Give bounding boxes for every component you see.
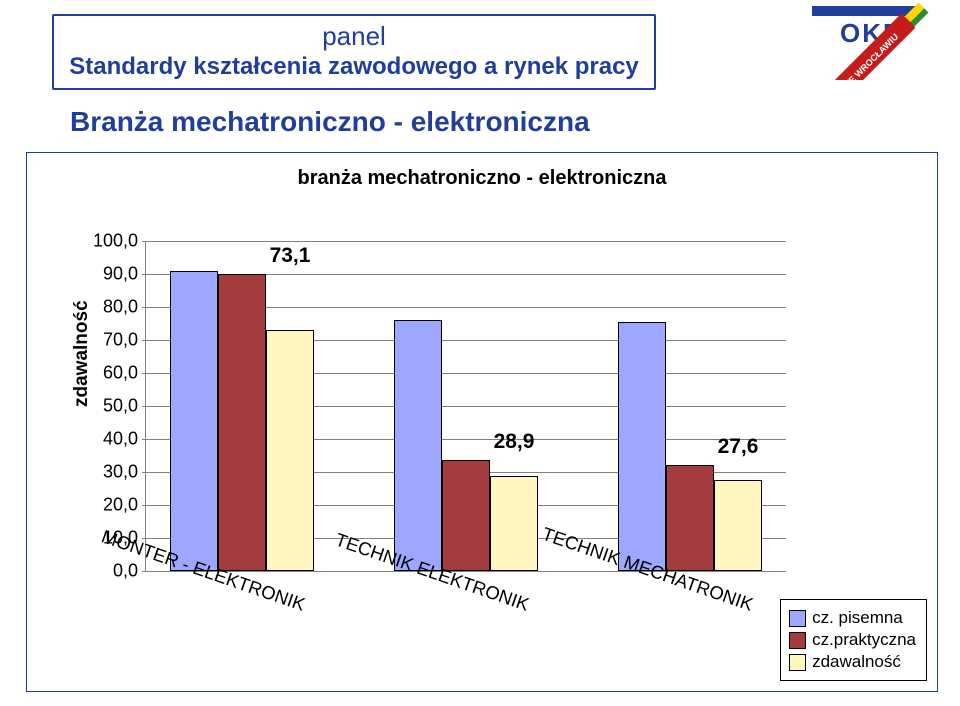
bar-pisemna [170,271,218,571]
y-tick [142,505,146,506]
y-tick-label: 70,0 [103,330,138,351]
y-tick-label: 60,0 [103,363,138,384]
legend-label: zdawalność [812,652,901,672]
y-tick [142,571,146,572]
legend-swatch [789,632,806,649]
legend-item: cz.praktyczna [789,630,916,650]
y-tick-label: 0,0 [113,561,138,582]
subtitle: Branża mechatroniczno - elektroniczna [70,106,590,138]
value-label: 73,1 [270,244,311,268]
title-box: panel Standardy kształcenia zawodowego a… [52,14,656,90]
legend-item: zdawalność [789,652,916,672]
value-label: 28,9 [494,430,535,454]
panel-label: panel [64,22,644,51]
y-tick-label: 100,0 [93,231,138,252]
y-tick-label: 40,0 [103,429,138,450]
y-tick-label: 80,0 [103,297,138,318]
y-tick [142,406,146,407]
bar-pisemna [618,322,666,571]
title-text: Standardy kształcenia zawodowego a rynek… [64,53,644,81]
y-tick-label: 90,0 [103,264,138,285]
y-tick [142,307,146,308]
y-tick [142,274,146,275]
bar-praktyczna [218,274,266,571]
y-tick [142,373,146,374]
y-axis-label: zdawalność [71,300,93,407]
y-tick-label: 30,0 [103,462,138,483]
legend-label: cz. pisemna [812,608,903,628]
y-tick-label: 50,0 [103,396,138,417]
legend: cz. pisemnacz.praktycznazdawalność [780,599,927,681]
legend-item: cz. pisemna [789,608,916,628]
legend-label: cz.praktyczna [812,630,916,650]
y-tick [142,340,146,341]
bar-praktyczna [666,465,714,571]
bar-zdawalnosc [714,480,762,571]
y-tick [142,241,146,242]
legend-swatch [789,610,806,627]
bar-praktyczna [442,460,490,571]
bar-pisemna [394,320,442,571]
chart-frame: branża mechatroniczno - elektroniczna zd… [26,152,938,692]
grid-line [146,241,786,242]
y-tick [142,472,146,473]
value-label: 27,6 [718,435,759,459]
bar-zdawalnosc [266,330,314,571]
legend-swatch [789,654,806,671]
slide: panel Standardy kształcenia zawodowego a… [0,0,960,706]
bar-zdawalnosc [490,476,538,571]
y-tick [142,439,146,440]
chart-title: branża mechatroniczno - elektroniczna [27,167,937,190]
y-tick-label: 20,0 [103,495,138,516]
oke-logo: OKE WE WROCŁAWIU [808,2,930,80]
plot-area: 0,010,020,030,040,050,060,070,080,090,01… [145,241,786,572]
